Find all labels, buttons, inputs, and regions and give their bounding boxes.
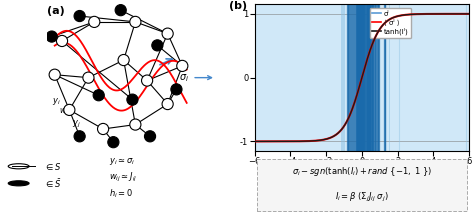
Circle shape [108, 137, 119, 148]
FancyBboxPatch shape [256, 160, 467, 210]
Circle shape [74, 11, 85, 22]
Circle shape [118, 54, 129, 66]
Circle shape [127, 94, 138, 105]
Circle shape [98, 123, 109, 135]
Text: (a): (a) [47, 6, 65, 16]
Text: (b): (b) [229, 1, 247, 11]
Text: $y_j$: $y_j$ [73, 119, 81, 130]
Circle shape [130, 16, 141, 28]
Text: $\sigma_i$: $\sigma_i$ [179, 72, 211, 84]
Text: $w_{ij} \simeq J_{ij}$: $w_{ij} \simeq J_{ij}$ [109, 171, 137, 184]
Text: $y_i \simeq \sigma_i$: $y_i \simeq \sigma_i$ [109, 156, 136, 167]
Text: $\in S$: $\in S$ [44, 161, 62, 172]
Circle shape [171, 84, 182, 95]
Legend: σᴵ, ⟨ σᴵ ⟩, tanh(Iᴵ): σᴵ, ⟨ σᴵ ⟩, tanh(Iᴵ) [370, 8, 411, 38]
X-axis label: Iᴵ: Iᴵ [360, 168, 364, 178]
Circle shape [83, 72, 94, 83]
Text: $w_{ij}$: $w_{ij}$ [59, 107, 71, 118]
Text: $\in \bar{S}$: $\in \bar{S}$ [44, 177, 62, 190]
Circle shape [115, 5, 126, 16]
Circle shape [74, 131, 85, 142]
Circle shape [8, 164, 29, 169]
Text: $I_i = \beta\ (\Sigma_j J_{ij}\ \sigma_j)$: $I_i = \beta\ (\Sigma_j J_{ij}\ \sigma_j… [335, 190, 389, 204]
Text: $y_i$: $y_i$ [52, 96, 61, 107]
Circle shape [89, 16, 100, 28]
Circle shape [142, 75, 153, 86]
Circle shape [130, 119, 141, 130]
Circle shape [93, 90, 104, 101]
Circle shape [49, 69, 60, 80]
Circle shape [162, 28, 173, 39]
Circle shape [8, 181, 29, 186]
Circle shape [162, 98, 173, 110]
Circle shape [177, 60, 188, 71]
Text: $h_i = 0$: $h_i = 0$ [109, 187, 133, 200]
Circle shape [46, 31, 57, 42]
Circle shape [145, 131, 155, 142]
Circle shape [56, 35, 68, 46]
Circle shape [64, 104, 75, 115]
Circle shape [152, 40, 163, 51]
Text: $\sigma_i - sgn(\tanh(I_i) + rand\ \{-1,\ 1\ \})$: $\sigma_i - sgn(\tanh(I_i) + rand\ \{-1,… [292, 166, 432, 178]
